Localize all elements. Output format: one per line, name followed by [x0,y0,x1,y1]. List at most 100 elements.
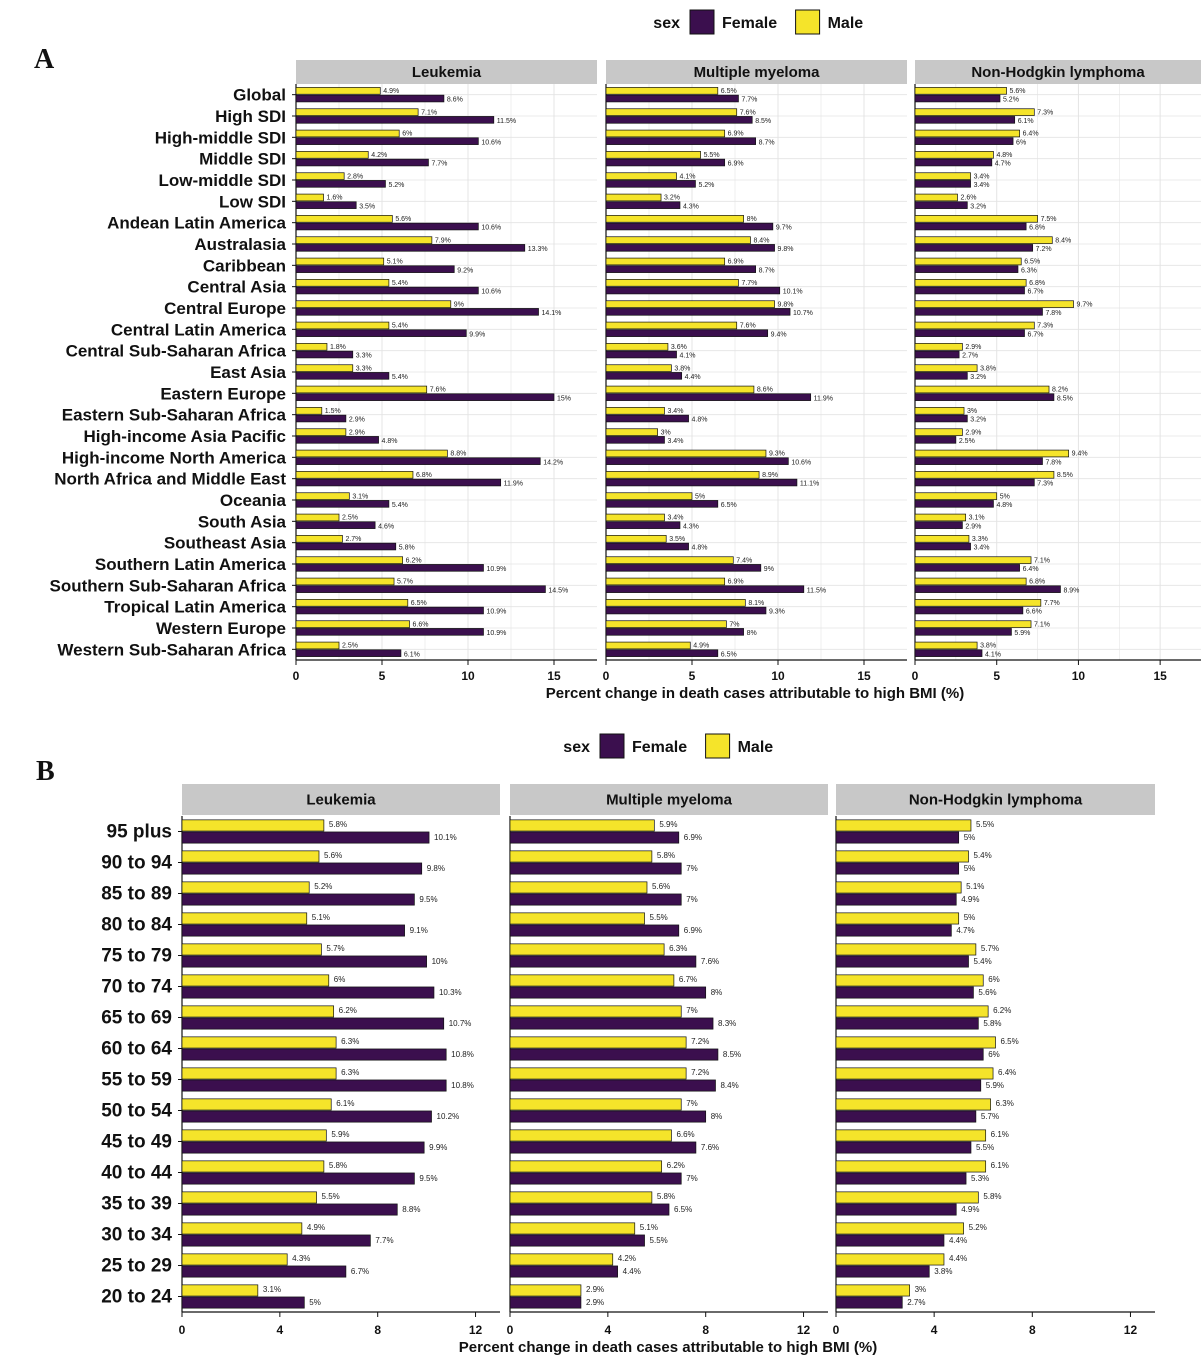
bar-male [509,912,645,925]
data-label-female: 6.5% [721,651,737,658]
bar-female [835,955,969,968]
legend-title: sex [563,739,590,756]
bar-female [295,180,386,188]
data-label-female: 2.9% [965,523,981,530]
bar-female [914,137,1014,145]
bar-female [181,1141,425,1154]
data-label-male: 7.6% [740,323,756,330]
bar-female [914,606,1024,615]
bar-male [605,471,760,479]
data-label-female: 6% [988,1050,1000,1059]
data-label-female: 2.9% [349,417,365,424]
bar-female [605,393,812,401]
category-label: Oceania [220,491,287,510]
data-label-male: 1.6% [327,195,343,202]
legend-label-female: Female [722,15,777,32]
data-label-female: 10.7% [449,1019,472,1028]
data-label-male: 1.5% [325,408,341,415]
facet-multiple-myeloma: Multiple myeloma 0 5 10 15 6.5% 7.7% 7.6% 8.5% 6.… [603,60,907,683]
category-label: Southeast Asia [164,534,287,553]
data-label-female: 13.3% [528,246,548,253]
category-label: North Africa and Middle East [54,470,286,489]
bar-male [295,535,343,543]
data-label-female: 8.7% [759,139,775,146]
bar-female [509,1017,714,1030]
facet-strip [182,784,500,815]
data-label-male: 7% [686,1006,698,1015]
bar-male [835,943,977,956]
data-label-male: 3.3% [356,365,372,372]
bar-male [509,943,665,956]
data-label-female: 9.1% [410,926,428,935]
bar-male [605,172,677,180]
bar-male [509,1098,682,1111]
data-label-male: 5.8% [329,820,347,829]
x-tick-label: 8 [1029,1323,1036,1337]
bar-female [509,1172,682,1185]
data-label-female: 6.3% [1021,267,1037,274]
data-label-male: 6.4% [998,1068,1016,1077]
bar-male [295,492,350,500]
x-axis-title: Percent change in death cases attributab… [546,685,964,702]
data-label-male: 5.4% [392,280,408,287]
bar-male [835,1098,991,1111]
data-label-female: 7.8% [1045,459,1061,466]
data-label-female: 10.8% [451,1081,474,1090]
data-label-female: 5.8% [399,545,415,552]
bar-female [914,244,1034,252]
data-label-female: 4.7% [956,926,974,935]
data-label-male: 7.6% [740,109,756,116]
x-tick-label: 4 [931,1323,938,1337]
bar-male [295,385,428,394]
data-label-male: 3.1% [352,493,368,500]
data-label-male: 2.5% [342,515,358,522]
data-label-female: 3.2% [970,417,986,424]
x-tick-label: 12 [1124,1323,1138,1337]
bar-female [295,457,541,465]
bar-female [835,1048,984,1061]
data-label-male: 6.9% [728,259,744,266]
category-label: High-income North America [62,448,287,467]
bar-female [914,393,1055,401]
data-label-female: 6.9% [684,926,702,935]
data-label-male: 6.6% [676,1130,694,1139]
legend-swatch-male [795,9,821,35]
data-label-male: 6.3% [996,1099,1014,1108]
facet-strip [836,784,1155,815]
data-label-male: 3.3% [972,536,988,543]
bar-female [605,308,791,316]
bar-male [295,577,395,586]
bar-female [835,1234,945,1247]
data-label-female: 4.9% [961,895,979,904]
x-tick-label: 0 [912,669,919,683]
data-label-male: 6.1% [991,1161,1009,1170]
data-label-female: 5.6% [978,988,996,997]
bar-female [295,606,484,615]
bar-male [181,1222,303,1235]
bar-male [605,599,746,607]
bar-female [914,180,971,188]
data-label-female: 14.1% [542,310,562,317]
data-label-female: 9.3% [769,609,785,616]
category-label: 70 to 74 [101,977,172,998]
data-label-female: 4.4% [623,1267,641,1276]
data-label-male: 3.1% [969,515,985,522]
bar-female [914,414,968,423]
bar-female [835,1017,979,1030]
data-label-male: 9.3% [769,451,785,458]
data-label-male: 4.2% [618,1254,636,1263]
bar-female [509,1234,645,1247]
data-label-male: 5.6% [324,851,342,860]
bar-male [914,87,1007,95]
bar-female [295,329,467,337]
bar-male [295,129,400,138]
bar-male [509,1067,687,1080]
category-label: 65 to 69 [101,1008,172,1029]
data-label-female: 5.4% [974,957,992,966]
category-label: 25 to 29 [101,1256,172,1277]
bar-male [295,407,323,415]
bar-female [914,350,960,359]
data-label-male: 4.3% [292,1254,310,1263]
data-label-male: 7.7% [741,280,757,287]
